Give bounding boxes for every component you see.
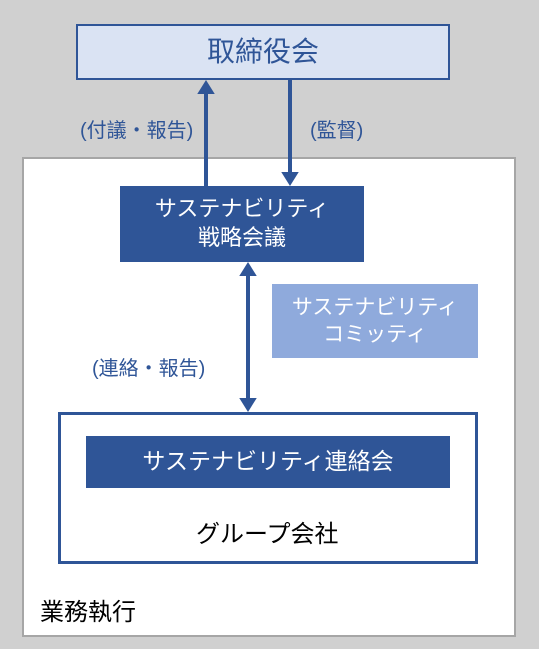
label-group-text: グループ会社 [196, 514, 339, 549]
node-liaison-label: サステナビリティ連絡会 [142, 447, 393, 477]
node-strategy: サステナビリティ戦略会議 [120, 186, 364, 262]
node-committee-label: サステナビリティコミッティ [292, 294, 458, 349]
node-board: 取締役会 [76, 24, 450, 80]
edge-label-e1: (付議・報告) [80, 114, 193, 143]
node-committee: サステナビリティコミッティ [272, 284, 478, 358]
edge-label-e2: (監督) [310, 114, 363, 143]
node-board-label: 取締役会 [207, 34, 319, 70]
edge-label-e3: (連絡・報告) [92, 352, 205, 381]
node-strategy-label: サステナビリティ戦略会議 [155, 195, 329, 252]
label-ops-text: 業務執行 [40, 592, 136, 627]
node-liaison: サステナビリティ連絡会 [86, 436, 450, 488]
